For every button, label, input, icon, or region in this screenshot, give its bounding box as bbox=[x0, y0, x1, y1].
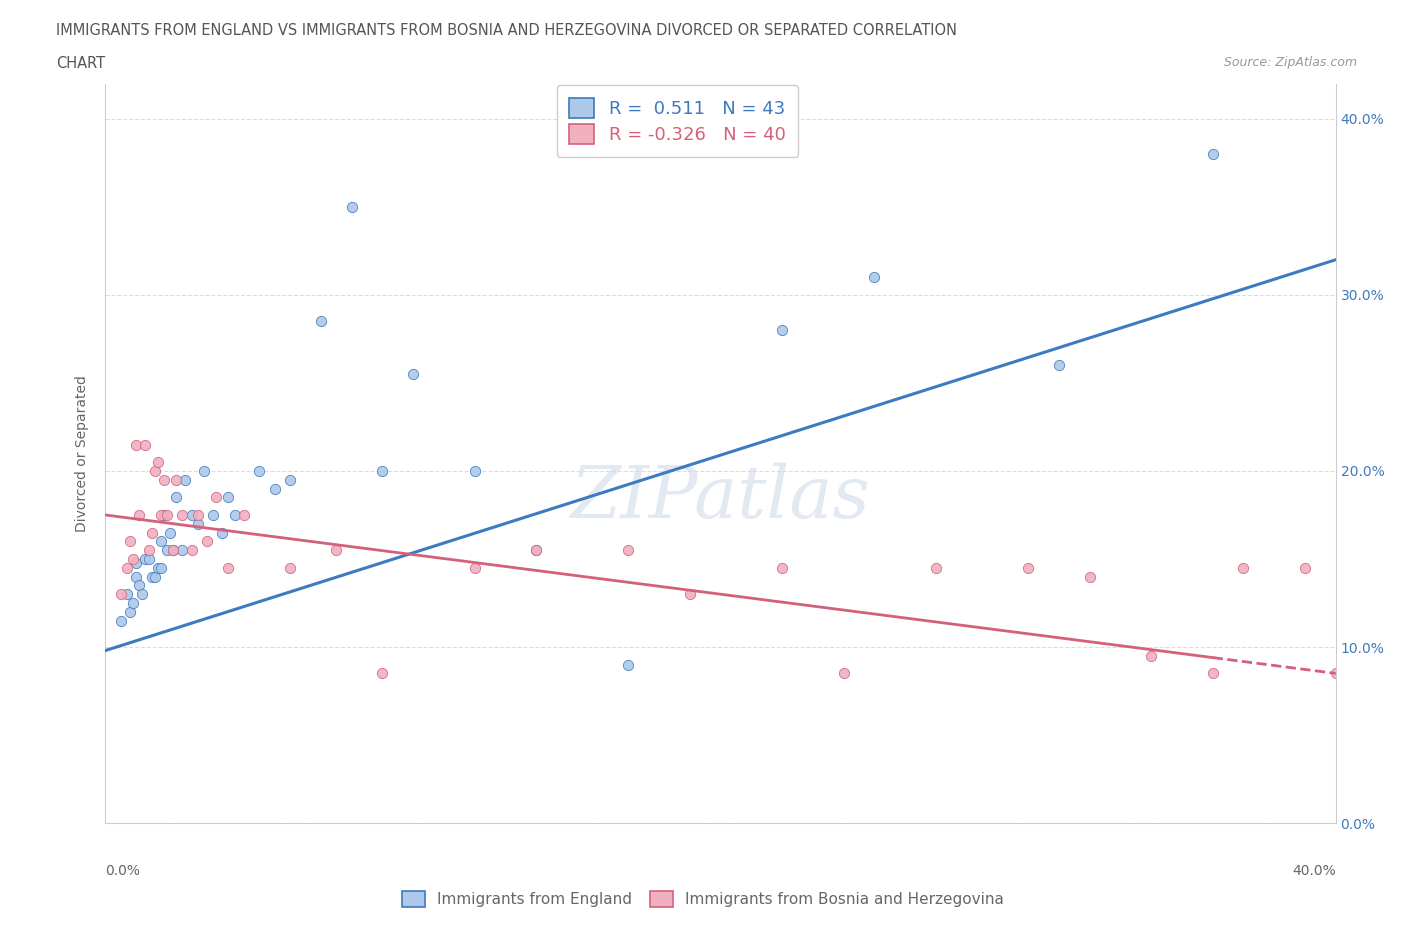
Point bbox=[832, 666, 855, 681]
Legend: Immigrants from England, Immigrants from Bosnia and Herzegovina: Immigrants from England, Immigrants from… bbox=[394, 884, 1012, 915]
Point bbox=[278, 561, 301, 576]
Point bbox=[193, 463, 215, 478]
Point bbox=[172, 543, 194, 558]
Point bbox=[925, 561, 948, 576]
Point bbox=[464, 463, 486, 478]
Point bbox=[371, 463, 394, 478]
Point bbox=[165, 490, 187, 505]
Point bbox=[180, 508, 202, 523]
Text: 0.0%: 0.0% bbox=[105, 864, 141, 878]
Point bbox=[1140, 648, 1163, 663]
Point bbox=[224, 508, 246, 523]
Point bbox=[122, 595, 145, 610]
Point bbox=[134, 437, 156, 452]
Text: ZIPatlas: ZIPatlas bbox=[571, 462, 870, 533]
Point bbox=[770, 323, 793, 338]
Point bbox=[162, 543, 184, 558]
Point bbox=[131, 587, 153, 602]
Point bbox=[195, 534, 218, 549]
Point bbox=[159, 525, 181, 540]
Point bbox=[128, 508, 150, 523]
Point bbox=[149, 508, 172, 523]
Point bbox=[149, 534, 172, 549]
Point bbox=[232, 508, 254, 523]
Point bbox=[141, 525, 163, 540]
Point bbox=[120, 534, 141, 549]
Point bbox=[141, 569, 163, 584]
Point bbox=[1232, 561, 1254, 576]
Point bbox=[156, 543, 179, 558]
Point bbox=[162, 543, 184, 558]
Point bbox=[187, 508, 209, 523]
Y-axis label: Divorced or Separated: Divorced or Separated bbox=[76, 375, 90, 532]
Point bbox=[1078, 569, 1101, 584]
Point bbox=[1324, 666, 1347, 681]
Point bbox=[125, 569, 148, 584]
Point bbox=[187, 516, 209, 531]
Point bbox=[770, 561, 793, 576]
Point bbox=[110, 613, 132, 628]
Point bbox=[1017, 561, 1039, 576]
Point bbox=[180, 543, 202, 558]
Point bbox=[146, 455, 169, 470]
Point bbox=[325, 543, 347, 558]
Point bbox=[202, 508, 225, 523]
Point bbox=[143, 569, 166, 584]
Point bbox=[122, 551, 145, 566]
Point bbox=[218, 561, 240, 576]
Point bbox=[156, 508, 179, 523]
Point bbox=[110, 587, 132, 602]
Point bbox=[1047, 358, 1070, 373]
Point bbox=[138, 551, 160, 566]
Point bbox=[153, 508, 176, 523]
Point bbox=[172, 508, 194, 523]
Point bbox=[1201, 666, 1223, 681]
Point bbox=[278, 472, 301, 487]
Point bbox=[143, 463, 166, 478]
Point bbox=[863, 270, 886, 285]
Point bbox=[263, 481, 285, 496]
Text: Source: ZipAtlas.com: Source: ZipAtlas.com bbox=[1223, 56, 1357, 69]
Point bbox=[128, 578, 150, 592]
Point bbox=[1294, 561, 1316, 576]
Point bbox=[402, 366, 425, 381]
Point bbox=[165, 472, 187, 487]
Point bbox=[617, 543, 640, 558]
Point bbox=[125, 555, 148, 570]
Point bbox=[146, 561, 169, 576]
Point bbox=[464, 561, 486, 576]
Text: 40.0%: 40.0% bbox=[1292, 864, 1336, 878]
Point bbox=[340, 200, 363, 215]
Point bbox=[134, 551, 156, 566]
Point bbox=[524, 543, 547, 558]
Legend: R =  0.511   N = 43, R = -0.326   N = 40: R = 0.511 N = 43, R = -0.326 N = 40 bbox=[557, 86, 799, 157]
Point bbox=[309, 314, 332, 329]
Point bbox=[1201, 147, 1223, 162]
Point bbox=[524, 543, 547, 558]
Point bbox=[153, 472, 176, 487]
Point bbox=[115, 587, 138, 602]
Point bbox=[211, 525, 233, 540]
Point bbox=[115, 561, 138, 576]
Text: IMMIGRANTS FROM ENGLAND VS IMMIGRANTS FROM BOSNIA AND HERZEGOVINA DIVORCED OR SE: IMMIGRANTS FROM ENGLAND VS IMMIGRANTS FR… bbox=[56, 23, 957, 38]
Point bbox=[174, 472, 197, 487]
Point bbox=[149, 561, 172, 576]
Point bbox=[371, 666, 394, 681]
Text: CHART: CHART bbox=[56, 56, 105, 71]
Point bbox=[218, 490, 240, 505]
Point bbox=[205, 490, 228, 505]
Point bbox=[617, 658, 640, 672]
Point bbox=[247, 463, 270, 478]
Point bbox=[679, 587, 702, 602]
Point bbox=[120, 604, 141, 619]
Point bbox=[125, 437, 148, 452]
Point bbox=[138, 543, 160, 558]
